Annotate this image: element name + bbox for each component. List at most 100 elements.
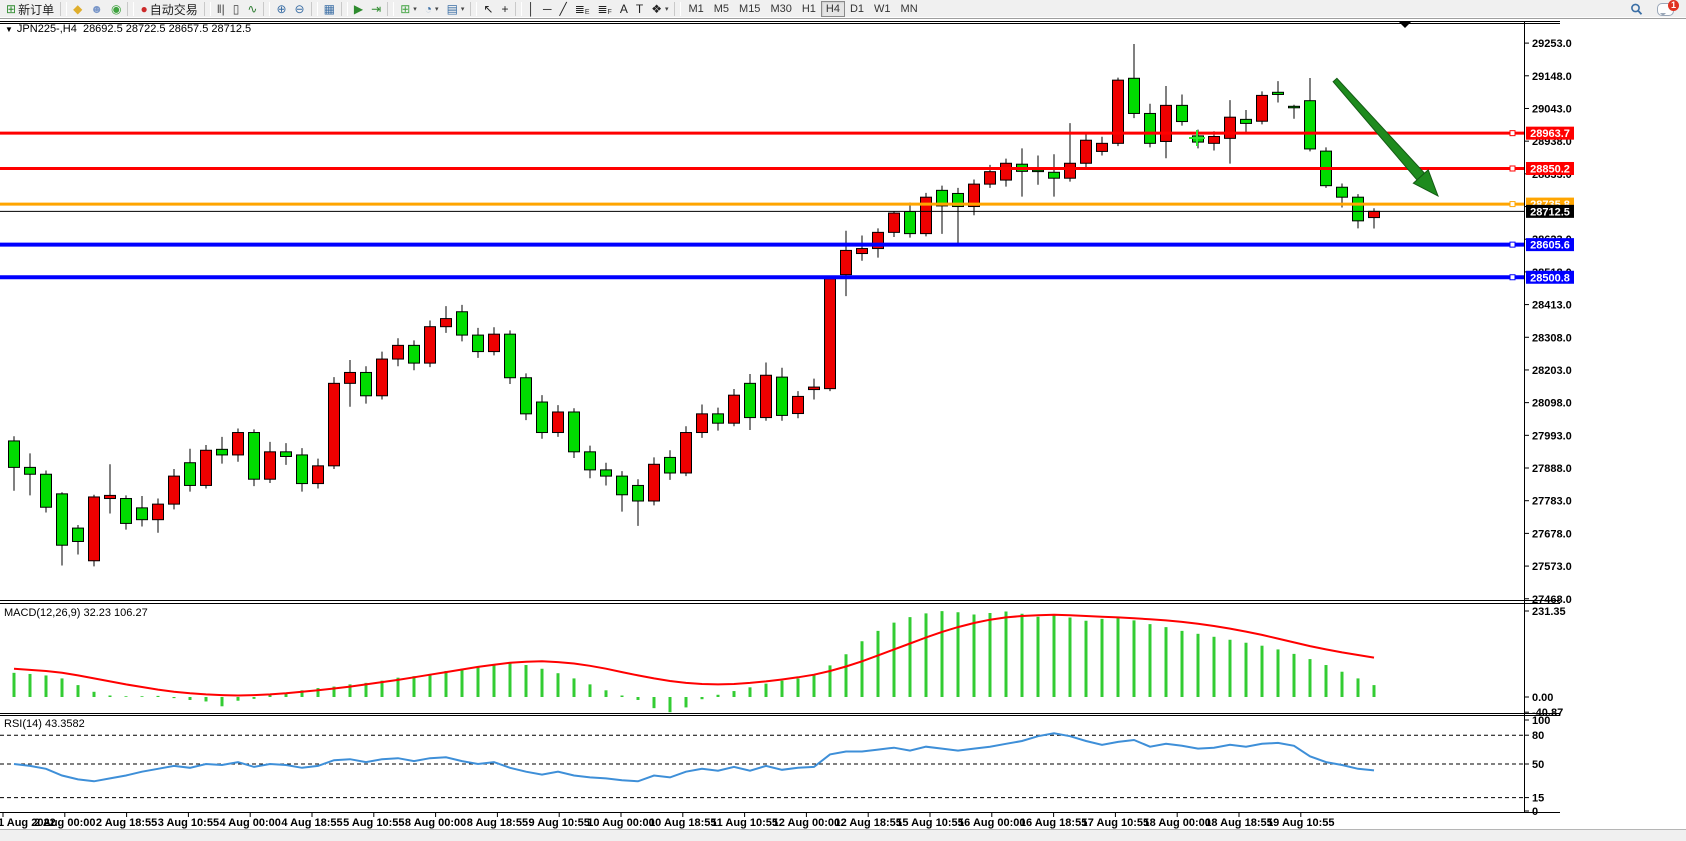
- line-handle[interactable]: [1509, 241, 1516, 248]
- toolbar-separator: [263, 2, 271, 16]
- toolbar-separator: [127, 2, 135, 16]
- trend-arrow-head[interactable]: [1412, 169, 1439, 198]
- auto-scroll-icon: ▶: [353, 2, 364, 16]
- candle-body: [248, 432, 260, 480]
- chart-shift-button[interactable]: ⇥: [367, 1, 385, 17]
- macd-indicator-label: MACD(12,26,9) 32.23 106.27: [4, 607, 148, 619]
- candle-body: [40, 473, 52, 508]
- zoom-in-button[interactable]: ⊕: [272, 1, 290, 17]
- equidistant-channel-button[interactable]: ≣ E: [571, 1, 594, 17]
- candlestick-chart-button[interactable]: ▯: [229, 1, 244, 17]
- candle-body: [680, 432, 692, 474]
- chart-collapse-icon[interactable]: ▼: [5, 25, 13, 34]
- toolbar-separator: [387, 2, 395, 16]
- auto-scroll-button[interactable]: ▶: [350, 1, 367, 17]
- timeframe-w1[interactable]: W1: [869, 1, 896, 17]
- line-chart-button[interactable]: ∿: [243, 1, 261, 17]
- toolbar-right-cluster: 1: [1626, 0, 1684, 17]
- periods-icon: ◔: [424, 2, 433, 16]
- cursor-button[interactable]: ↖: [479, 1, 497, 17]
- indicators-button[interactable]: ⊞ ▾: [396, 1, 421, 17]
- text-icon: A: [619, 2, 628, 16]
- candle-body: [696, 413, 708, 434]
- time-tick-label: 4 Aug 00:00: [220, 817, 281, 829]
- price-tick-label: 28308.0: [1532, 332, 1572, 344]
- candle-body: [1240, 118, 1252, 124]
- bar-chart-button[interactable]: ‖|: [213, 1, 229, 17]
- rsi-axis-label: 15: [1532, 793, 1544, 805]
- chevron-down-icon: ▾: [413, 6, 417, 13]
- candle-body: [488, 333, 500, 353]
- tile-windows-button[interactable]: ▦: [320, 1, 339, 17]
- toolbar-separator: [470, 2, 478, 16]
- line-handle[interactable]: [1509, 201, 1516, 208]
- vertical-line-button[interactable]: │: [524, 1, 540, 17]
- price-tick-label: 27678.0: [1532, 528, 1572, 540]
- timeframe-h1[interactable]: H1: [797, 1, 821, 17]
- new-order-button[interactable]: ⊞ 新订单: [2, 1, 58, 17]
- trendline-button[interactable]: ╱: [556, 1, 571, 17]
- chat-button[interactable]: 1: [1653, 0, 1679, 17]
- autotrading-button[interactable]: ● 自动交易: [136, 1, 201, 17]
- price-axis[interactable]: 29253.029148.029043.028938.028833.028728…: [1524, 38, 1574, 818]
- line-handle[interactable]: [1509, 165, 1516, 172]
- templates-button[interactable]: ▤ ▾: [443, 1, 469, 17]
- timeframe-m15[interactable]: M15: [734, 1, 765, 17]
- periods-button[interactable]: ◔ ▾: [421, 1, 443, 17]
- candle-body: [872, 231, 884, 250]
- candle-body: [200, 449, 212, 486]
- timeframe-m1[interactable]: M1: [683, 1, 708, 17]
- line-handle[interactable]: [1509, 274, 1516, 281]
- candle-body: [1144, 112, 1156, 144]
- candle-body: [824, 278, 836, 390]
- candle-body: [936, 189, 948, 207]
- candle-body: [472, 334, 484, 353]
- candle-body: [1352, 196, 1364, 222]
- price-tick-label: 29148.0: [1532, 71, 1572, 83]
- time-tick-label: 10 Aug 00:00: [587, 817, 654, 829]
- toolbar-separator: [310, 2, 318, 16]
- macd-signal-line: [13, 613, 1375, 697]
- candle-body: [648, 463, 660, 502]
- toolbar-separator: [514, 2, 522, 16]
- toolbar-separator: [340, 2, 348, 16]
- fibonacci-button[interactable]: ≣ F: [593, 1, 615, 17]
- zoom-out-button[interactable]: ⊖: [291, 1, 309, 17]
- timeframe-m30[interactable]: M30: [765, 1, 796, 17]
- line-handle[interactable]: [1509, 130, 1516, 137]
- text-button[interactable]: A: [616, 1, 632, 17]
- time-tick-label: 10 Aug 18:55: [649, 817, 716, 829]
- timeframe-d1[interactable]: D1: [845, 1, 869, 17]
- arrows-button[interactable]: ❖ ▾: [647, 1, 672, 17]
- candle-body: [504, 333, 516, 379]
- timeframe-mn[interactable]: MN: [896, 1, 923, 17]
- time-tick-label: 12 Aug 00:00: [773, 817, 840, 829]
- timeframe-h4[interactable]: H4: [820, 1, 845, 17]
- price-tag-label: 28712.5: [1530, 206, 1570, 218]
- new-chart-button[interactable]: ◆: [69, 1, 86, 17]
- toolbar-separator: [203, 2, 211, 16]
- horizontal-line-button[interactable]: ─: [539, 1, 556, 17]
- crosshair-button[interactable]: +: [497, 1, 512, 17]
- signals-button[interactable]: ◉: [107, 1, 125, 17]
- time-tick-label: 16 Aug 00:00: [958, 817, 1025, 829]
- price-tick-label: 28203.0: [1532, 365, 1572, 377]
- price-tick-label: 27783.0: [1532, 496, 1572, 508]
- candle-body: [792, 395, 804, 415]
- rsi-indicator-label: RSI(14) 43.3582: [4, 718, 85, 730]
- tile-windows-icon: ▦: [323, 2, 335, 16]
- candle-body: [424, 326, 436, 364]
- search-button[interactable]: [1626, 1, 1647, 17]
- time-tick-label: 19 Aug 10:55: [1267, 817, 1334, 829]
- equidistant-channel-button-sub-letter: E: [584, 9, 590, 16]
- text-label-button[interactable]: T: [632, 1, 647, 17]
- chart-shift-marker[interactable]: [1398, 21, 1412, 28]
- rsi-pane: [0, 732, 1524, 799]
- autotrading-button-label: 自动交易: [149, 2, 198, 17]
- profiles-button[interactable]: ☻: [86, 1, 107, 17]
- timeframe-m5[interactable]: M5: [709, 1, 734, 17]
- candle-body: [360, 371, 372, 397]
- indicators-icon: ⊞: [400, 2, 411, 16]
- zoom-out-icon: ⊖: [294, 2, 305, 16]
